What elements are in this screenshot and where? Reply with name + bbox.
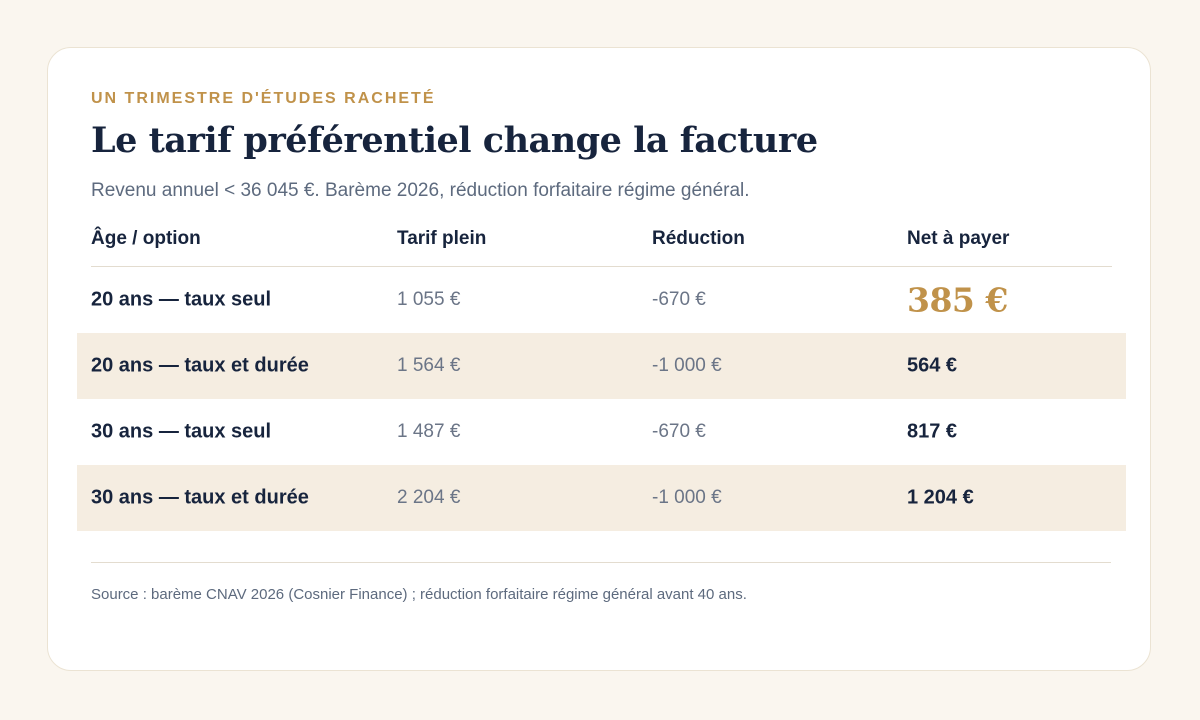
header-age-option: Âge / option (91, 228, 201, 249)
cell-option: 30 ans — taux et durée (91, 486, 309, 509)
cell-tarif-plein: 2 204 € (397, 487, 461, 508)
cell-reduction: -1 000 € (652, 355, 722, 376)
cell-tarif-plein: 1 487 € (397, 421, 461, 442)
cell-reduction: -670 € (652, 289, 706, 310)
table-row: 20 ans — taux seul 1 055 € -670 € 385 € (77, 267, 1126, 333)
eyebrow-label: UN TRIMESTRE D'ÉTUDES RACHETÉ (91, 90, 436, 107)
table-row: 20 ans — taux et durée 1 564 € -1 000 € … (77, 333, 1126, 399)
cell-net: 564 € (907, 354, 958, 377)
cell-reduction: -1 000 € (652, 487, 722, 508)
pricing-table: Âge / option Tarif plein Réduction Net à… (77, 220, 1126, 531)
footer-divider (91, 562, 1111, 563)
cell-net: 1 204 € (907, 486, 974, 509)
header-reduction: Réduction (652, 228, 745, 249)
subtitle: Revenu annuel < 36 045 €. Barème 2026, r… (91, 180, 750, 201)
cell-option: 20 ans — taux seul (91, 288, 272, 311)
table-row: 30 ans — taux seul 1 487 € -670 € 817 € (77, 399, 1126, 465)
cell-option: 20 ans — taux et durée (91, 354, 309, 377)
header-tarif-plein: Tarif plein (397, 228, 487, 249)
cell-option: 30 ans — taux seul (91, 420, 272, 443)
table-row: 30 ans — taux et durée 2 204 € -1 000 € … (77, 465, 1126, 531)
cell-tarif-plein: 1 564 € (397, 355, 461, 376)
cell-tarif-plein: 1 055 € (397, 289, 461, 310)
table-header: Âge / option Tarif plein Réduction Net à… (91, 220, 1112, 267)
cell-net: 817 € (907, 420, 958, 443)
header-net-a-payer: Net à payer (907, 228, 1010, 249)
card: UN TRIMESTRE D'ÉTUDES RACHETÉ Le tarif p… (47, 47, 1151, 671)
page-title: Le tarif préférentiel change la facture (91, 120, 818, 161)
cell-net-highlight: 385 € (907, 280, 1008, 320)
cell-reduction: -670 € (652, 421, 706, 442)
source-note: Source : barème CNAV 2026 (Cosnier Finan… (91, 586, 747, 603)
